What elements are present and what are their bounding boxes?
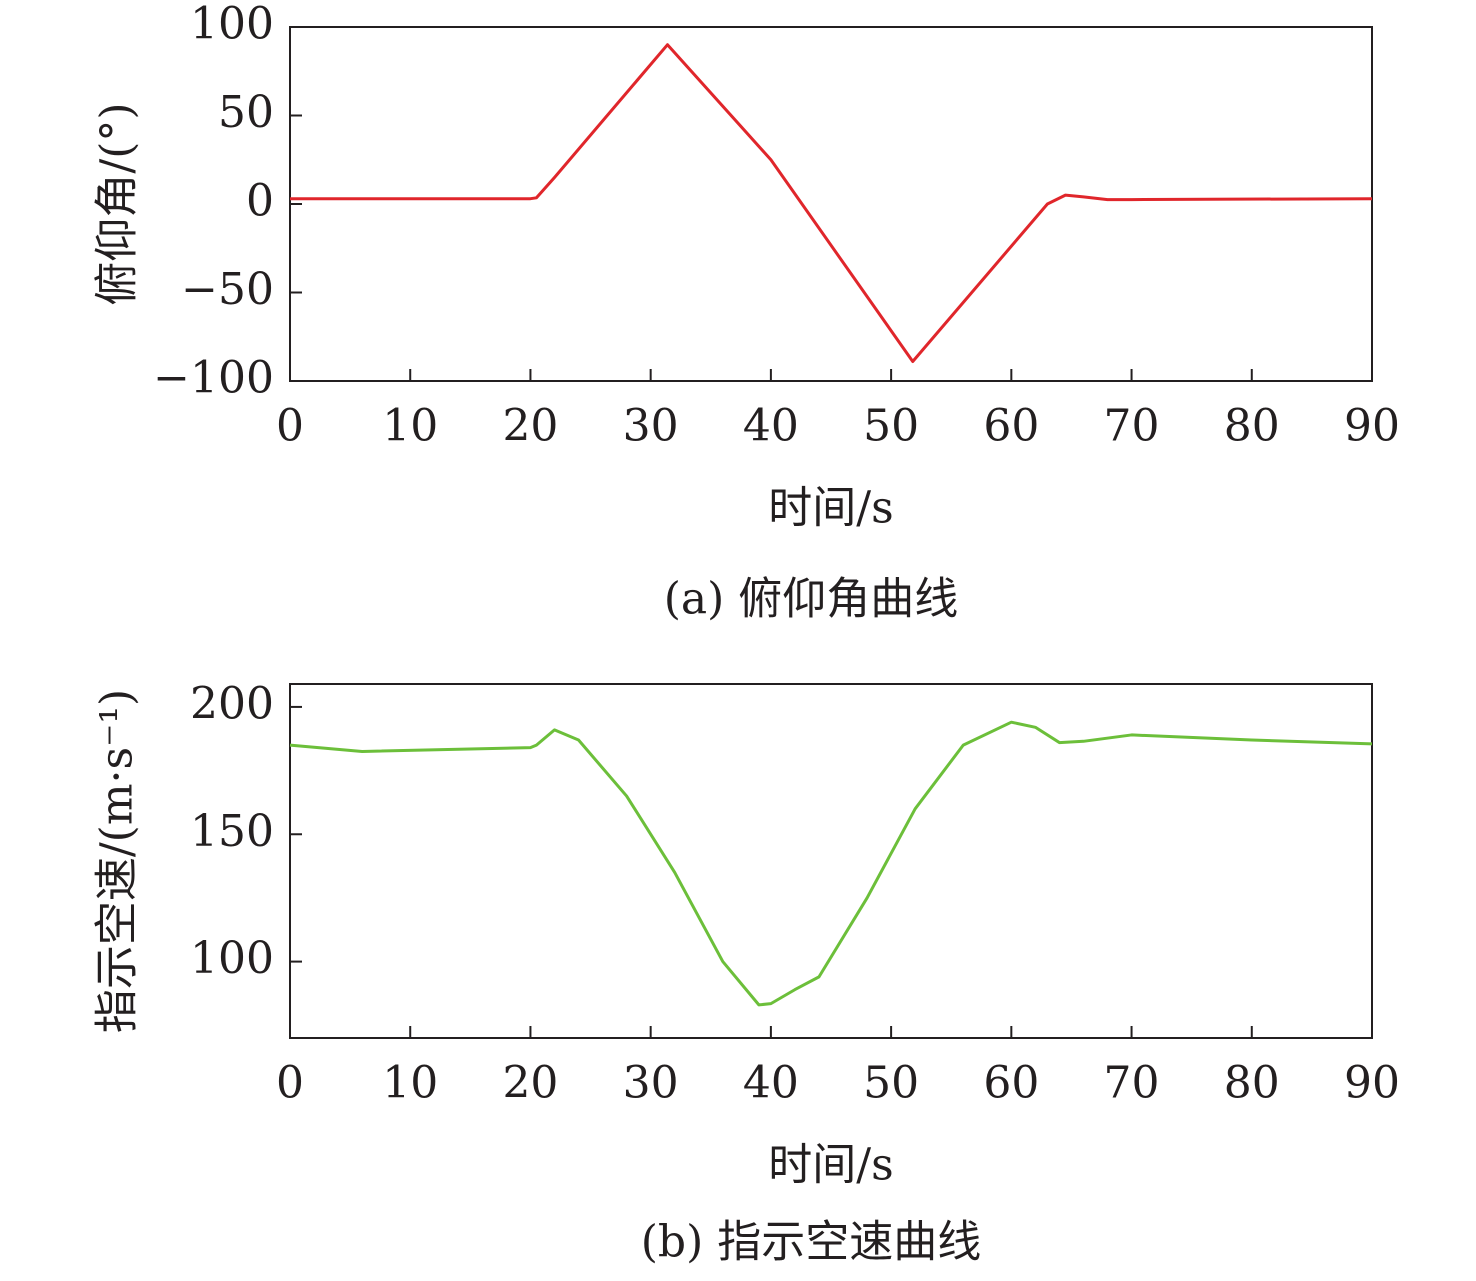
x-tick-label: 50 <box>863 401 919 452</box>
caption: (a) 俯仰角曲线 <box>664 574 959 625</box>
plot-frame <box>289 26 1373 382</box>
x-tick-label: 30 <box>623 401 679 452</box>
y-tick-label: −100 <box>153 353 274 404</box>
data-line <box>290 43 1373 364</box>
x-tick-label: 0 <box>276 1058 304 1109</box>
x-tick-label: 80 <box>1224 1058 1280 1109</box>
x-tick-label: 60 <box>983 401 1039 452</box>
x-tick-label: 10 <box>382 401 438 452</box>
x-tick-label: 70 <box>1104 401 1160 452</box>
x-tick-label: 60 <box>983 1058 1039 1109</box>
plot-frame <box>289 683 1373 1039</box>
x-tick-label: 90 <box>1344 401 1400 452</box>
y-axis-label: 指示空速/(m·s⁻¹) <box>92 689 143 1033</box>
y-tick-label: 150 <box>190 806 274 857</box>
x-tick-label: 0 <box>276 401 304 452</box>
y-tick-label: −50 <box>181 264 274 315</box>
x-tick-label: 10 <box>382 1058 438 1109</box>
y-tick-label: 0 <box>246 176 274 227</box>
caption: (b) 指示空速曲线 <box>641 1217 981 1268</box>
y-tick-label: 100 <box>190 933 274 984</box>
x-tick-label: 40 <box>743 401 799 452</box>
x-tick-label: 20 <box>502 1058 558 1109</box>
data-line <box>289 720 1373 1007</box>
x-tick-label: 30 <box>623 1058 679 1109</box>
x-axis-label: 时间/s <box>768 1140 893 1191</box>
x-axis-label: 时间/s <box>768 483 893 534</box>
x-tick-label: 50 <box>863 1058 919 1109</box>
x-tick-label: 70 <box>1104 1058 1160 1109</box>
x-tick-label: 90 <box>1344 1058 1400 1109</box>
y-axis-label: 俯仰角/(°) <box>92 102 143 305</box>
y-tick-label: 50 <box>218 87 274 138</box>
y-tick-label: 200 <box>190 678 274 729</box>
x-tick-label: 40 <box>743 1058 799 1109</box>
x-tick-label: 20 <box>502 401 558 452</box>
x-tick-label: 80 <box>1224 401 1280 452</box>
y-tick-label: 100 <box>190 0 274 50</box>
